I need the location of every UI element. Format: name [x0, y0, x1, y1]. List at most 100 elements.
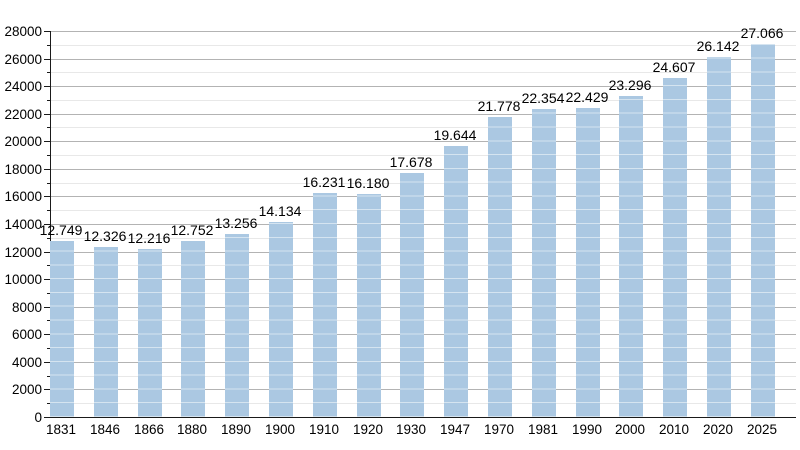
bar-value-label: 21.778: [477, 98, 521, 114]
bar-value-label: 16.180: [346, 175, 390, 191]
bar-value-label: 12.752: [170, 222, 214, 238]
minor-gridline: [51, 100, 796, 101]
bar-2010: [663, 78, 687, 417]
bar-value-label: 13.256: [214, 215, 258, 231]
bar-value-label: 23.296: [608, 77, 652, 93]
x-axis-tick-label: 1947: [439, 422, 471, 437]
y-axis-tick-label: 28000: [4, 24, 42, 39]
major-gridline: [51, 114, 796, 115]
y-major-tick: [44, 279, 50, 280]
bar-value-label: 27.066: [740, 25, 784, 41]
bar-2025: [751, 44, 775, 417]
y-axis-tick-label: 18000: [4, 162, 42, 177]
minor-gridline: [51, 72, 796, 73]
x-axis-tick-label: 1866: [133, 422, 165, 437]
y-minor-tick: [47, 265, 50, 266]
major-gridline: [51, 169, 796, 170]
y-major-tick: [44, 224, 50, 225]
bar-1831: [50, 241, 74, 417]
y-minor-tick: [47, 348, 50, 349]
minor-gridline: [51, 155, 796, 156]
y-major-tick: [44, 31, 50, 32]
y-axis-tick-label: 6000: [11, 327, 42, 342]
bar-value-label: 19.644: [433, 127, 477, 143]
x-axis-tick-label: 2025: [746, 422, 778, 437]
bar-1930: [400, 173, 424, 417]
bar-1890: [225, 234, 249, 417]
y-minor-tick: [47, 238, 50, 239]
y-axis-tick-label: 26000: [4, 52, 42, 67]
y-axis-tick-label: 16000: [4, 189, 42, 204]
bar-2020: [707, 57, 731, 417]
bar-value-label: 24.607: [652, 59, 696, 75]
bar-1947: [444, 146, 468, 417]
y-major-tick: [44, 334, 50, 335]
plot-area: [50, 31, 796, 418]
y-major-tick: [44, 307, 50, 308]
x-axis-tick-label: 1910: [308, 422, 340, 437]
y-axis-tick-label: 12000: [4, 245, 42, 260]
minor-gridline: [51, 45, 796, 46]
bar-value-label: 12.326: [83, 228, 127, 244]
major-gridline: [51, 31, 796, 32]
x-axis-tick-label: 1831: [45, 422, 77, 437]
x-axis-tick-label: 1990: [571, 422, 603, 437]
y-axis-tick-label: 8000: [11, 300, 42, 315]
y-major-tick: [44, 114, 50, 115]
y-axis-tick-label: 2000: [11, 382, 42, 397]
x-axis-tick-label: 1930: [395, 422, 427, 437]
y-minor-tick: [47, 403, 50, 404]
x-axis-tick-label: 1900: [264, 422, 296, 437]
y-axis-tick-label: 0: [34, 410, 42, 425]
y-axis-tick-label: 24000: [4, 79, 42, 94]
y-major-tick: [44, 86, 50, 87]
x-axis-tick-label: 1970: [483, 422, 515, 437]
y-axis-tick-label: 4000: [11, 355, 42, 370]
y-major-tick: [44, 196, 50, 197]
y-major-tick: [44, 59, 50, 60]
x-axis-tick-label: 2000: [614, 422, 646, 437]
y-major-tick: [44, 362, 50, 363]
bar-value-label: 22.354: [521, 90, 565, 106]
bar-value-label: 16.231: [302, 174, 346, 190]
y-major-tick: [44, 417, 50, 418]
bar-value-label: 12.216: [127, 230, 171, 246]
bar-value-label: 14.134: [258, 203, 302, 219]
y-minor-tick: [47, 72, 50, 73]
x-axis-tick-label: 1846: [89, 422, 121, 437]
bar-1990: [576, 108, 600, 417]
minor-gridline: [51, 127, 796, 128]
bar-1981: [532, 109, 556, 417]
y-major-tick: [44, 141, 50, 142]
y-major-tick: [44, 389, 50, 390]
x-axis-tick-label: 1880: [176, 422, 208, 437]
y-minor-tick: [47, 293, 50, 294]
x-axis-tick-label: 1920: [352, 422, 384, 437]
bar-value-label: 12.749: [39, 222, 83, 238]
major-gridline: [51, 141, 796, 142]
bar-2000: [619, 96, 643, 417]
y-minor-tick: [47, 320, 50, 321]
bar-1910: [313, 193, 337, 417]
bar-1880: [181, 241, 205, 417]
y-major-tick: [44, 252, 50, 253]
major-gridline: [51, 59, 796, 60]
x-axis-tick-label: 2020: [702, 422, 734, 437]
y-axis-tick-label: 20000: [4, 134, 42, 149]
bar-1970: [488, 117, 512, 417]
bar-1900: [269, 222, 293, 417]
bar-value-label: 22.429: [565, 89, 609, 105]
x-axis-tick-label: 1981: [527, 422, 559, 437]
y-axis-tick-label: 10000: [4, 272, 42, 287]
y-minor-tick: [47, 376, 50, 377]
y-minor-tick: [47, 183, 50, 184]
bar-value-label: 17.678: [389, 154, 433, 170]
y-major-tick: [44, 169, 50, 170]
y-axis-tick-label: 14000: [4, 217, 42, 232]
x-axis-tick-label: 2010: [658, 422, 690, 437]
bar-1920: [357, 194, 381, 417]
y-minor-tick: [47, 127, 50, 128]
y-minor-tick: [47, 45, 50, 46]
x-axis-tick-label: 1890: [220, 422, 252, 437]
